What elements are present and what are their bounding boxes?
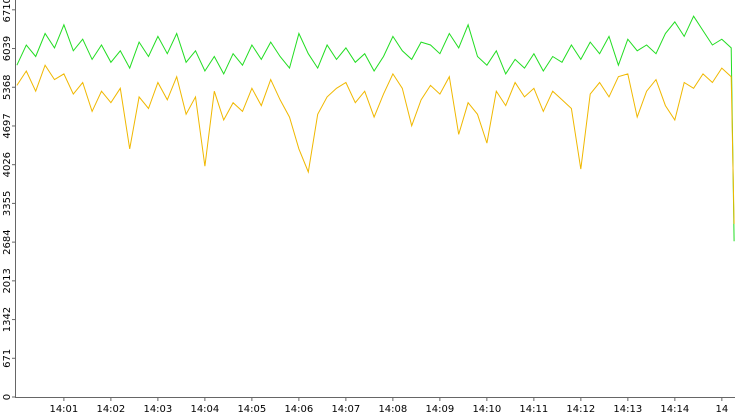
x-tick-label: 14:10 bbox=[472, 404, 501, 415]
y-tick-label: 6710 bbox=[2, 0, 13, 23]
x-tick-label: 14:13 bbox=[613, 404, 642, 415]
x-tick-label: 14:05 bbox=[237, 404, 266, 415]
y-tick-label: 1342 bbox=[2, 307, 13, 332]
y-tick-label: 2684 bbox=[2, 229, 13, 254]
x-tick-label: 14:04 bbox=[190, 404, 219, 415]
y-tick-label: 2013 bbox=[2, 268, 13, 293]
y-tick-label: 6039 bbox=[2, 36, 13, 61]
x-tick-label: 14:14 bbox=[660, 404, 689, 415]
x-tick-label: 14:07 bbox=[331, 404, 360, 415]
y-tick-label: 4026 bbox=[2, 152, 13, 177]
y-tick-label: 3355 bbox=[2, 191, 13, 216]
y-tick-label: 5368 bbox=[2, 75, 13, 100]
series-line bbox=[16, 15, 735, 242]
x-tick-label: 14:09 bbox=[425, 404, 454, 415]
x-tick-label: 14:01 bbox=[49, 404, 78, 415]
y-tick-label: 671 bbox=[2, 349, 13, 368]
y-tick-label: 0 bbox=[2, 394, 13, 400]
x-tick-label: 14:02 bbox=[96, 404, 125, 415]
x-tick-label: 14:11 bbox=[519, 404, 548, 415]
x-tick-label: 14 bbox=[715, 404, 728, 415]
x-tick-label: 14:08 bbox=[378, 404, 407, 415]
x-tick-label: 14:03 bbox=[143, 404, 172, 415]
series-line bbox=[16, 64, 735, 224]
y-tick-label: 4697 bbox=[2, 113, 13, 138]
x-tick-label: 14:06 bbox=[284, 404, 313, 415]
x-tick-label: 14:12 bbox=[566, 404, 595, 415]
